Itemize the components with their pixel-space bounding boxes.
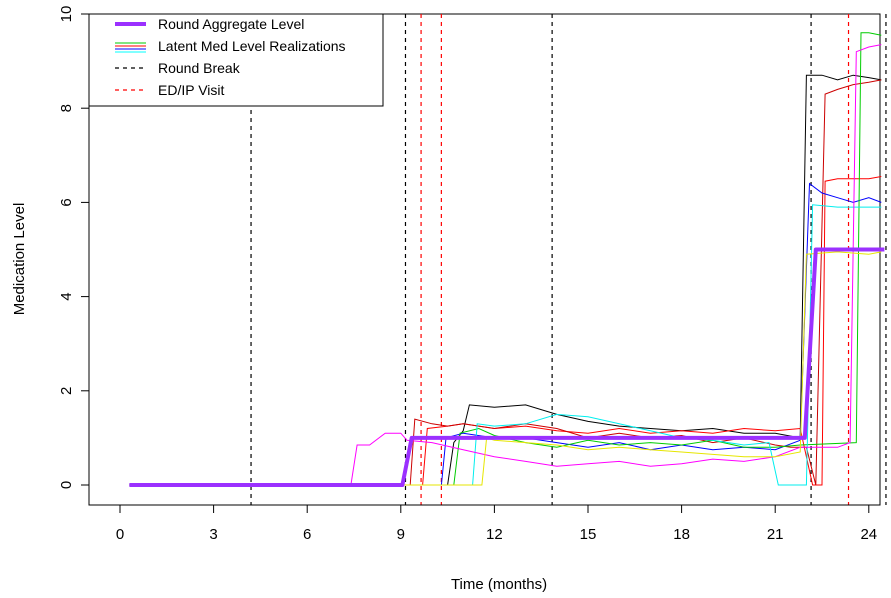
legend-label-round-break: Round Break <box>158 60 241 76</box>
legend-label-aggregate: Round Aggregate Level <box>158 16 304 32</box>
x-axis: 0 3 6 9 12 15 18 21 24 <box>116 504 877 543</box>
x-tick-label-6: 6 <box>303 526 311 543</box>
x-tick-label-12: 12 <box>486 526 503 543</box>
legend: Round Aggregate Level Latent Med Level R… <box>88 13 384 107</box>
y-tick-label-0: 0 <box>58 481 75 489</box>
y-tick-label-6: 6 <box>58 198 75 206</box>
y-tick-label-4: 4 <box>58 292 75 300</box>
latent-series-line-5 <box>129 204 882 486</box>
aggregate-series-line <box>129 247 885 487</box>
x-tick-label-3: 3 <box>209 526 217 543</box>
latent-series-line-7 <box>129 251 882 486</box>
latent-series-line-2 <box>409 79 882 486</box>
y-axis-title: Medication Level <box>11 203 28 316</box>
y-tick-label-10: 10 <box>58 6 75 23</box>
x-axis-title: Time (months) <box>451 576 547 593</box>
x-tick-label-24: 24 <box>860 526 877 543</box>
reference-lines <box>250 14 887 505</box>
x-tick-label-9: 9 <box>397 526 405 543</box>
y-tick-label-8: 8 <box>58 104 75 112</box>
x-tick-label-18: 18 <box>673 526 690 543</box>
latent-series-line-0 <box>129 74 882 486</box>
legend-box <box>88 13 384 107</box>
aggregate-line <box>129 247 885 487</box>
y-tick-label-2: 2 <box>58 387 75 395</box>
latent-series-line-4 <box>129 32 882 486</box>
legend-keys <box>115 22 146 91</box>
x-tick-label-15: 15 <box>580 526 597 543</box>
y-axis: 0 2 4 6 8 10 <box>58 6 90 489</box>
legend-label-latent: Latent Med Level Realizations <box>158 38 346 54</box>
latent-series-line-6 <box>129 44 882 486</box>
legend-label-ed-ip: ED/IP Visit <box>158 82 225 98</box>
x-tick-label-0: 0 <box>116 526 124 543</box>
x-tick-label-21: 21 <box>767 526 784 543</box>
